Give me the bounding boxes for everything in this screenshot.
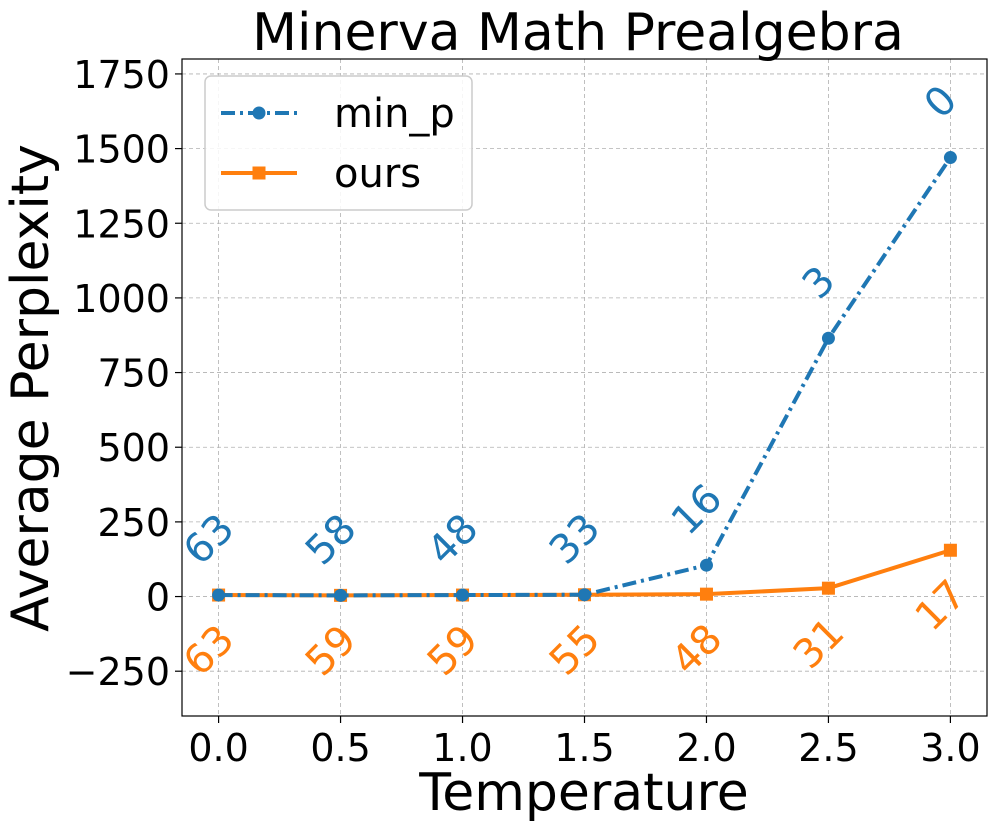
- x-tick-label: 0.0: [188, 726, 248, 770]
- data-label-min_p: 0: [916, 77, 967, 128]
- data-label-ours: 55: [541, 616, 610, 685]
- y-axis-ticks: −250 0 250 500 750 1000 1250 1500 1750: [66, 53, 182, 694]
- legend-label-ours: ours: [334, 151, 421, 197]
- y-tick-label: 1500: [73, 128, 170, 172]
- y-tick-label: −250: [66, 650, 170, 694]
- x-axis-label: Temperature: [418, 763, 748, 823]
- legend-label-min_p: min_p: [334, 91, 455, 137]
- y-tick-label: 0: [146, 576, 170, 620]
- marker-ours: [821, 581, 835, 595]
- y-tick-label: 1000: [73, 277, 170, 321]
- marker-min_p: [699, 558, 713, 572]
- marker-ours: [699, 587, 713, 601]
- y-tick-label: 750: [97, 352, 170, 396]
- legend-marker-ours: [252, 166, 266, 180]
- data-label-ours: 31: [785, 610, 854, 679]
- legend-box: [204, 75, 473, 211]
- x-axis-ticks: 0.0 0.5 1.0 1.5 2.0 2.5 3.0: [188, 716, 981, 770]
- data-label-min_p: 63: [175, 505, 244, 574]
- data-label-ours: 59: [297, 617, 366, 686]
- data-label-ours: 17: [907, 572, 976, 641]
- x-tick-label: 1.0: [432, 726, 492, 770]
- x-tick-label: 1.5: [554, 726, 614, 770]
- marker-min_p: [821, 331, 835, 345]
- x-tick-label: 2.0: [676, 726, 736, 770]
- data-label-min_p: 3: [794, 258, 845, 309]
- marker-min_p: [212, 588, 226, 602]
- series-layer: [212, 151, 957, 602]
- marker-min_p: [578, 588, 591, 602]
- data-label-min_p: 58: [297, 506, 366, 575]
- y-axis-label: Average Perplexity: [1, 144, 61, 632]
- marker-min_p: [456, 588, 470, 602]
- data-label-ours: 59: [419, 616, 488, 685]
- data-label-ours: 48: [663, 615, 732, 684]
- marker-min_p: [943, 151, 957, 165]
- data-label-min_p: 48: [419, 505, 488, 574]
- x-tick-label: 0.5: [310, 726, 370, 770]
- marker-min_p: [334, 588, 348, 602]
- y-tick-label: 1750: [73, 53, 170, 97]
- legend-marker-min_p: [252, 106, 266, 120]
- data-label-min_p: 16: [663, 476, 732, 545]
- y-tick-label: 500: [97, 426, 170, 470]
- y-tick-label: 1250: [73, 202, 170, 246]
- x-tick-label: 3.0: [920, 726, 980, 770]
- marker-ours: [943, 543, 957, 557]
- x-tick-label: 2.5: [798, 726, 858, 770]
- y-tick-label: 250: [97, 501, 170, 545]
- data-label-ours: 63: [175, 616, 244, 685]
- data-label-min_p: 33: [541, 505, 610, 574]
- chart-title: Minerva Math Prealgebra: [252, 3, 904, 63]
